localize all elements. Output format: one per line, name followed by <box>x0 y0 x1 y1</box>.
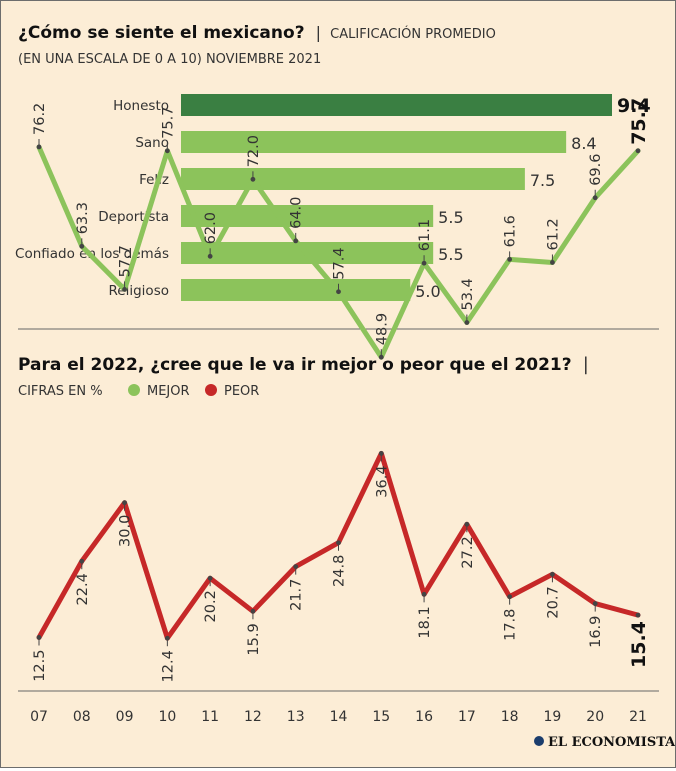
peor-data-label: 22.4 <box>75 573 91 605</box>
peor-data-label: 24.8 <box>332 555 348 587</box>
peor-data-label: 36.4 <box>374 465 390 497</box>
bar <box>181 279 411 301</box>
logo-text: EL ECONOMISTA <box>548 735 675 750</box>
x-tick-label: 15 <box>372 709 390 725</box>
x-tick-label: 19 <box>544 709 562 725</box>
x-tick-label: 09 <box>116 709 134 725</box>
mejor-data-label: 72.0 <box>246 135 262 167</box>
peor-point <box>421 591 427 597</box>
peor-data-label: 12.5 <box>32 650 48 682</box>
line-chart-subtitle: CIFRAS EN % <box>18 384 103 399</box>
mejor-point <box>250 176 256 182</box>
legend-mejor-swatch <box>128 384 140 396</box>
mejor-point <box>207 253 213 259</box>
peor-data-label: 20.7 <box>545 586 561 618</box>
bar-value-label: 9.4 <box>617 95 651 117</box>
x-tick-label: 16 <box>415 709 433 725</box>
peor-data-label: 30.0 <box>118 515 134 547</box>
peor-point <box>207 575 213 581</box>
bar <box>181 131 567 153</box>
bar-chart-title-line: ¿Cómo se siente el mexicano? | CALIFICAC… <box>18 23 496 43</box>
bar-value-label: 5.5 <box>438 245 463 264</box>
peor-data-label: 27.2 <box>460 536 476 568</box>
line-chart-title: Para el 2022, ¿cree que le va ir mejor o… <box>18 355 572 375</box>
bar-category-label: Honesto <box>113 98 169 114</box>
line-chart-legend: CIFRAS EN % MEJOR PEOR <box>18 384 259 399</box>
x-tick-label: 10 <box>158 709 176 725</box>
peor-data-label: 12.4 <box>160 650 176 682</box>
x-tick-label: 12 <box>244 709 262 725</box>
peor-point <box>36 635 42 640</box>
bar-value-label: 8.4 <box>571 134 596 153</box>
bar-chart-subtitle-2: (EN UNA ESCALA DE 0 A 10) NOVIEMBRE 2021 <box>18 52 321 67</box>
mejor-data-label: 75.7 <box>628 98 650 145</box>
mejor-data-label: 64.0 <box>289 197 305 229</box>
bar-value-label: 7.5 <box>530 171 555 190</box>
mejor-point <box>36 144 42 150</box>
peor-data-label: 21.7 <box>289 579 305 611</box>
x-tick-label: 14 <box>330 709 348 725</box>
mejor-data-label: 75.7 <box>160 107 176 139</box>
x-tick-label: 20 <box>586 709 604 725</box>
bar-value-label: 5.0 <box>415 282 440 301</box>
mejor-data-label: 61.2 <box>545 218 561 250</box>
line-chart: 76.2 63.3 57.7 75.7 62.0 72.0 64.0 57.4 48.9 61.1… <box>32 98 650 683</box>
x-tick-label: 11 <box>201 709 219 725</box>
mejor-data-label: 57.7 <box>118 245 134 277</box>
brand-logo: EL ECONOMISTA <box>534 735 676 750</box>
bar-value-label: 5.5 <box>438 208 463 227</box>
legend-peor-label: PEOR <box>224 384 259 399</box>
line-chart-title-line: Para el 2022, ¿cree que le va ir mejor o… <box>18 354 589 375</box>
bar-category-label: Deportista <box>98 209 169 225</box>
logo-mark-icon <box>534 736 544 746</box>
mejor-data-label: 76.2 <box>32 103 48 135</box>
bar <box>181 94 612 116</box>
mejor-data-label: 62.0 <box>203 212 219 244</box>
bar-chart-subtitle: CALIFICACIÓN PROMEDIO <box>330 26 496 42</box>
peor-data-label: 15.9 <box>246 623 262 655</box>
x-tick-label: 17 <box>458 709 476 725</box>
mejor-data-label: 48.9 <box>374 313 390 345</box>
peor-data-label: 15.4 <box>628 621 650 668</box>
peor-data-label: 20.2 <box>203 590 219 622</box>
bar-chart-title-separator: | <box>316 23 321 42</box>
legend-mejor-label: MEJOR <box>147 384 190 399</box>
peor-point <box>550 571 555 577</box>
mejor-point <box>635 148 641 154</box>
x-tick-label: 08 <box>73 709 91 725</box>
mejor-point <box>79 243 85 249</box>
x-tick-label: 13 <box>287 709 305 725</box>
bar <box>181 205 434 227</box>
mejor-data-label: 61.6 <box>503 215 519 247</box>
mejor-data-label: 61.1 <box>417 219 433 251</box>
peor-data-label: 16.9 <box>588 616 604 648</box>
mejor-data-label: 69.6 <box>588 154 604 186</box>
peor-data-label: 18.1 <box>417 606 433 638</box>
peor-point <box>592 601 598 606</box>
mejor-data-label: 57.4 <box>332 247 348 279</box>
x-tick-label: 21 <box>629 709 647 725</box>
x-tick-label: 07 <box>30 709 48 725</box>
x-tick-label: 18 <box>501 709 519 725</box>
peor-data-label: 17.8 <box>503 609 519 641</box>
mejor-data-label: 53.4 <box>460 278 476 310</box>
bar-chart-title: ¿Cómo se siente el mexicano? <box>18 23 305 43</box>
legend-peor-swatch <box>205 384 217 396</box>
peor-point <box>635 612 641 618</box>
line-chart-title-separator: | <box>583 354 589 375</box>
bar <box>181 168 525 190</box>
x-axis-ticks: 07 08 09 10 11 12 13 14 15 16 17 18 19 20 21 <box>30 709 647 725</box>
bar-category-label: Sano <box>135 135 169 151</box>
mejor-data-label: 63.3 <box>75 202 91 234</box>
